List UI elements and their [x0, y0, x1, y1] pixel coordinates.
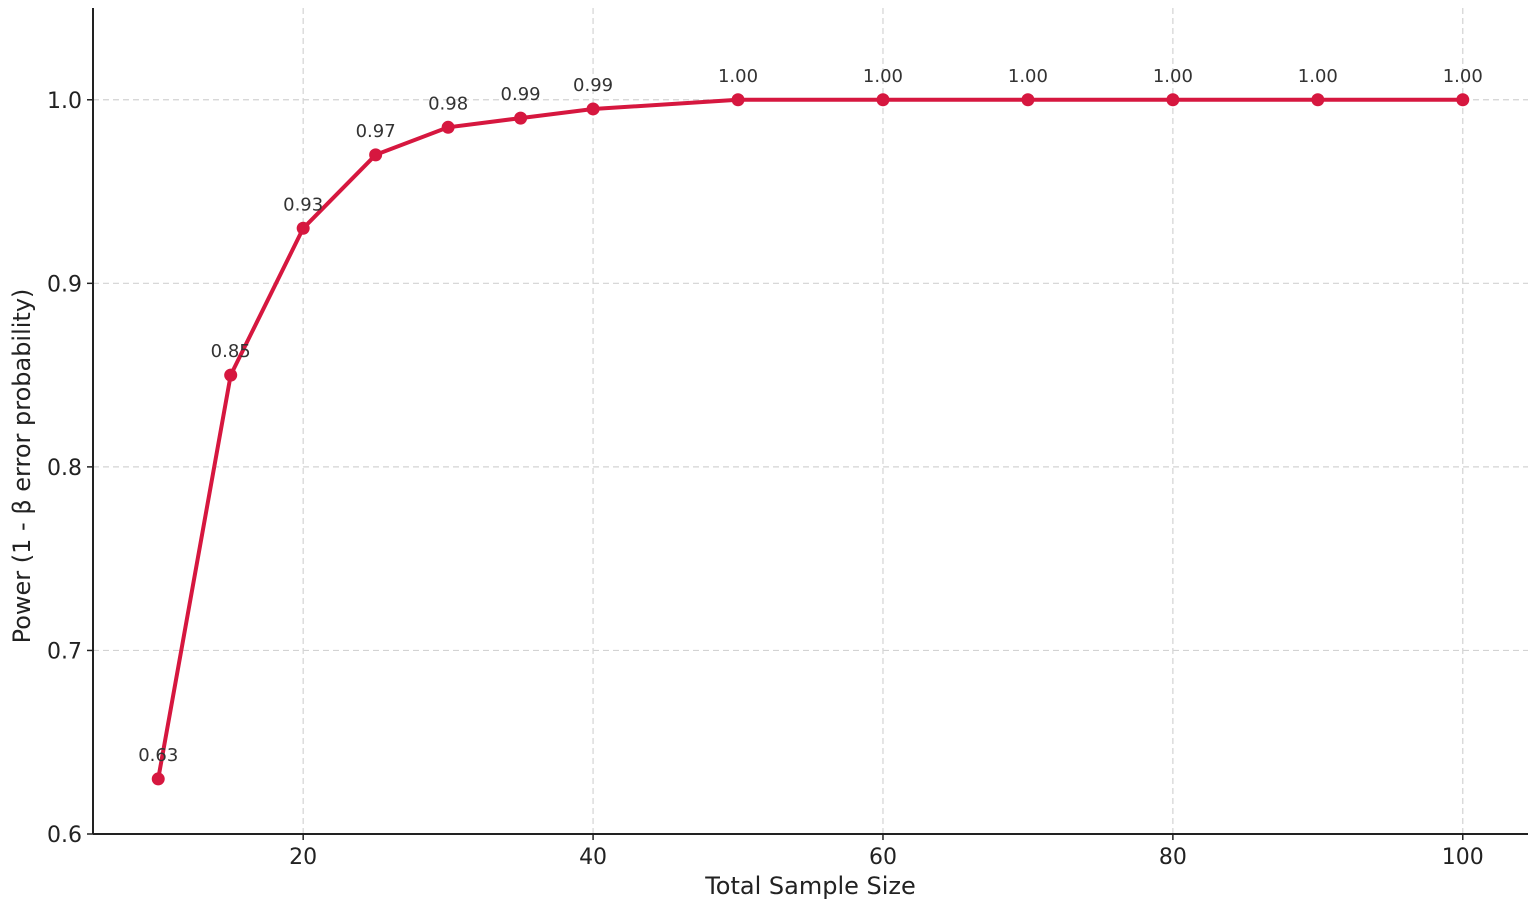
data-point: [369, 148, 383, 162]
data-point: [1456, 93, 1470, 107]
data-point: [1021, 93, 1035, 107]
axes: [87, 8, 1528, 840]
y-tick-label: 0.7: [47, 639, 82, 664]
data-point: [151, 772, 165, 786]
data-label: 1.00: [718, 66, 758, 87]
data-label: 0.99: [501, 84, 541, 105]
data-label: 1.00: [1008, 66, 1048, 87]
x-axis-title: Total Sample Size: [704, 872, 916, 900]
series-line: [156, 97, 1465, 781]
data-label: 0.63: [138, 745, 178, 766]
data-point: [586, 102, 600, 116]
data-label: 1.00: [1153, 66, 1193, 87]
data-point: [731, 93, 745, 107]
data-label: 0.98: [428, 93, 468, 114]
data-label: 0.97: [356, 121, 396, 142]
x-tick-label: 60: [869, 845, 897, 870]
data-point: [514, 111, 528, 125]
data-label: 0.85: [211, 341, 251, 362]
data-point: [441, 120, 455, 134]
grid-lines: [93, 8, 1528, 835]
data-labels: 0.63 0.85 0.93 0.97 0.98 0.99 0.99 1.00 1.00 1.00…: [138, 66, 1483, 766]
x-tick-label: 100: [1442, 845, 1484, 870]
y-tick-label: 1.0: [47, 89, 82, 114]
data-label: 1.00: [863, 66, 903, 87]
tick-labels: 20 40 60 80 100 0.6 0.7 0.8 0.9 1.0: [47, 89, 1484, 870]
y-axis-title: Power (1 - β error probability): [8, 289, 36, 644]
data-point: [1166, 93, 1180, 107]
data-point: [296, 221, 310, 235]
x-tick-label: 20: [289, 845, 317, 870]
y-tick-label: 0.9: [47, 272, 82, 297]
data-label: 0.99: [573, 75, 613, 96]
data-point: [876, 93, 890, 107]
x-tick-label: 80: [1159, 845, 1187, 870]
data-label: 0.93: [283, 194, 323, 215]
y-tick-label: 0.8: [47, 456, 82, 481]
data-label: 1.00: [1298, 66, 1338, 87]
data-point: [1311, 93, 1325, 107]
x-tick-label: 40: [579, 845, 607, 870]
series-power: [151, 93, 1470, 786]
data-label: 1.00: [1443, 66, 1483, 87]
y-tick-label: 0.6: [47, 823, 82, 848]
data-point: [224, 368, 238, 382]
